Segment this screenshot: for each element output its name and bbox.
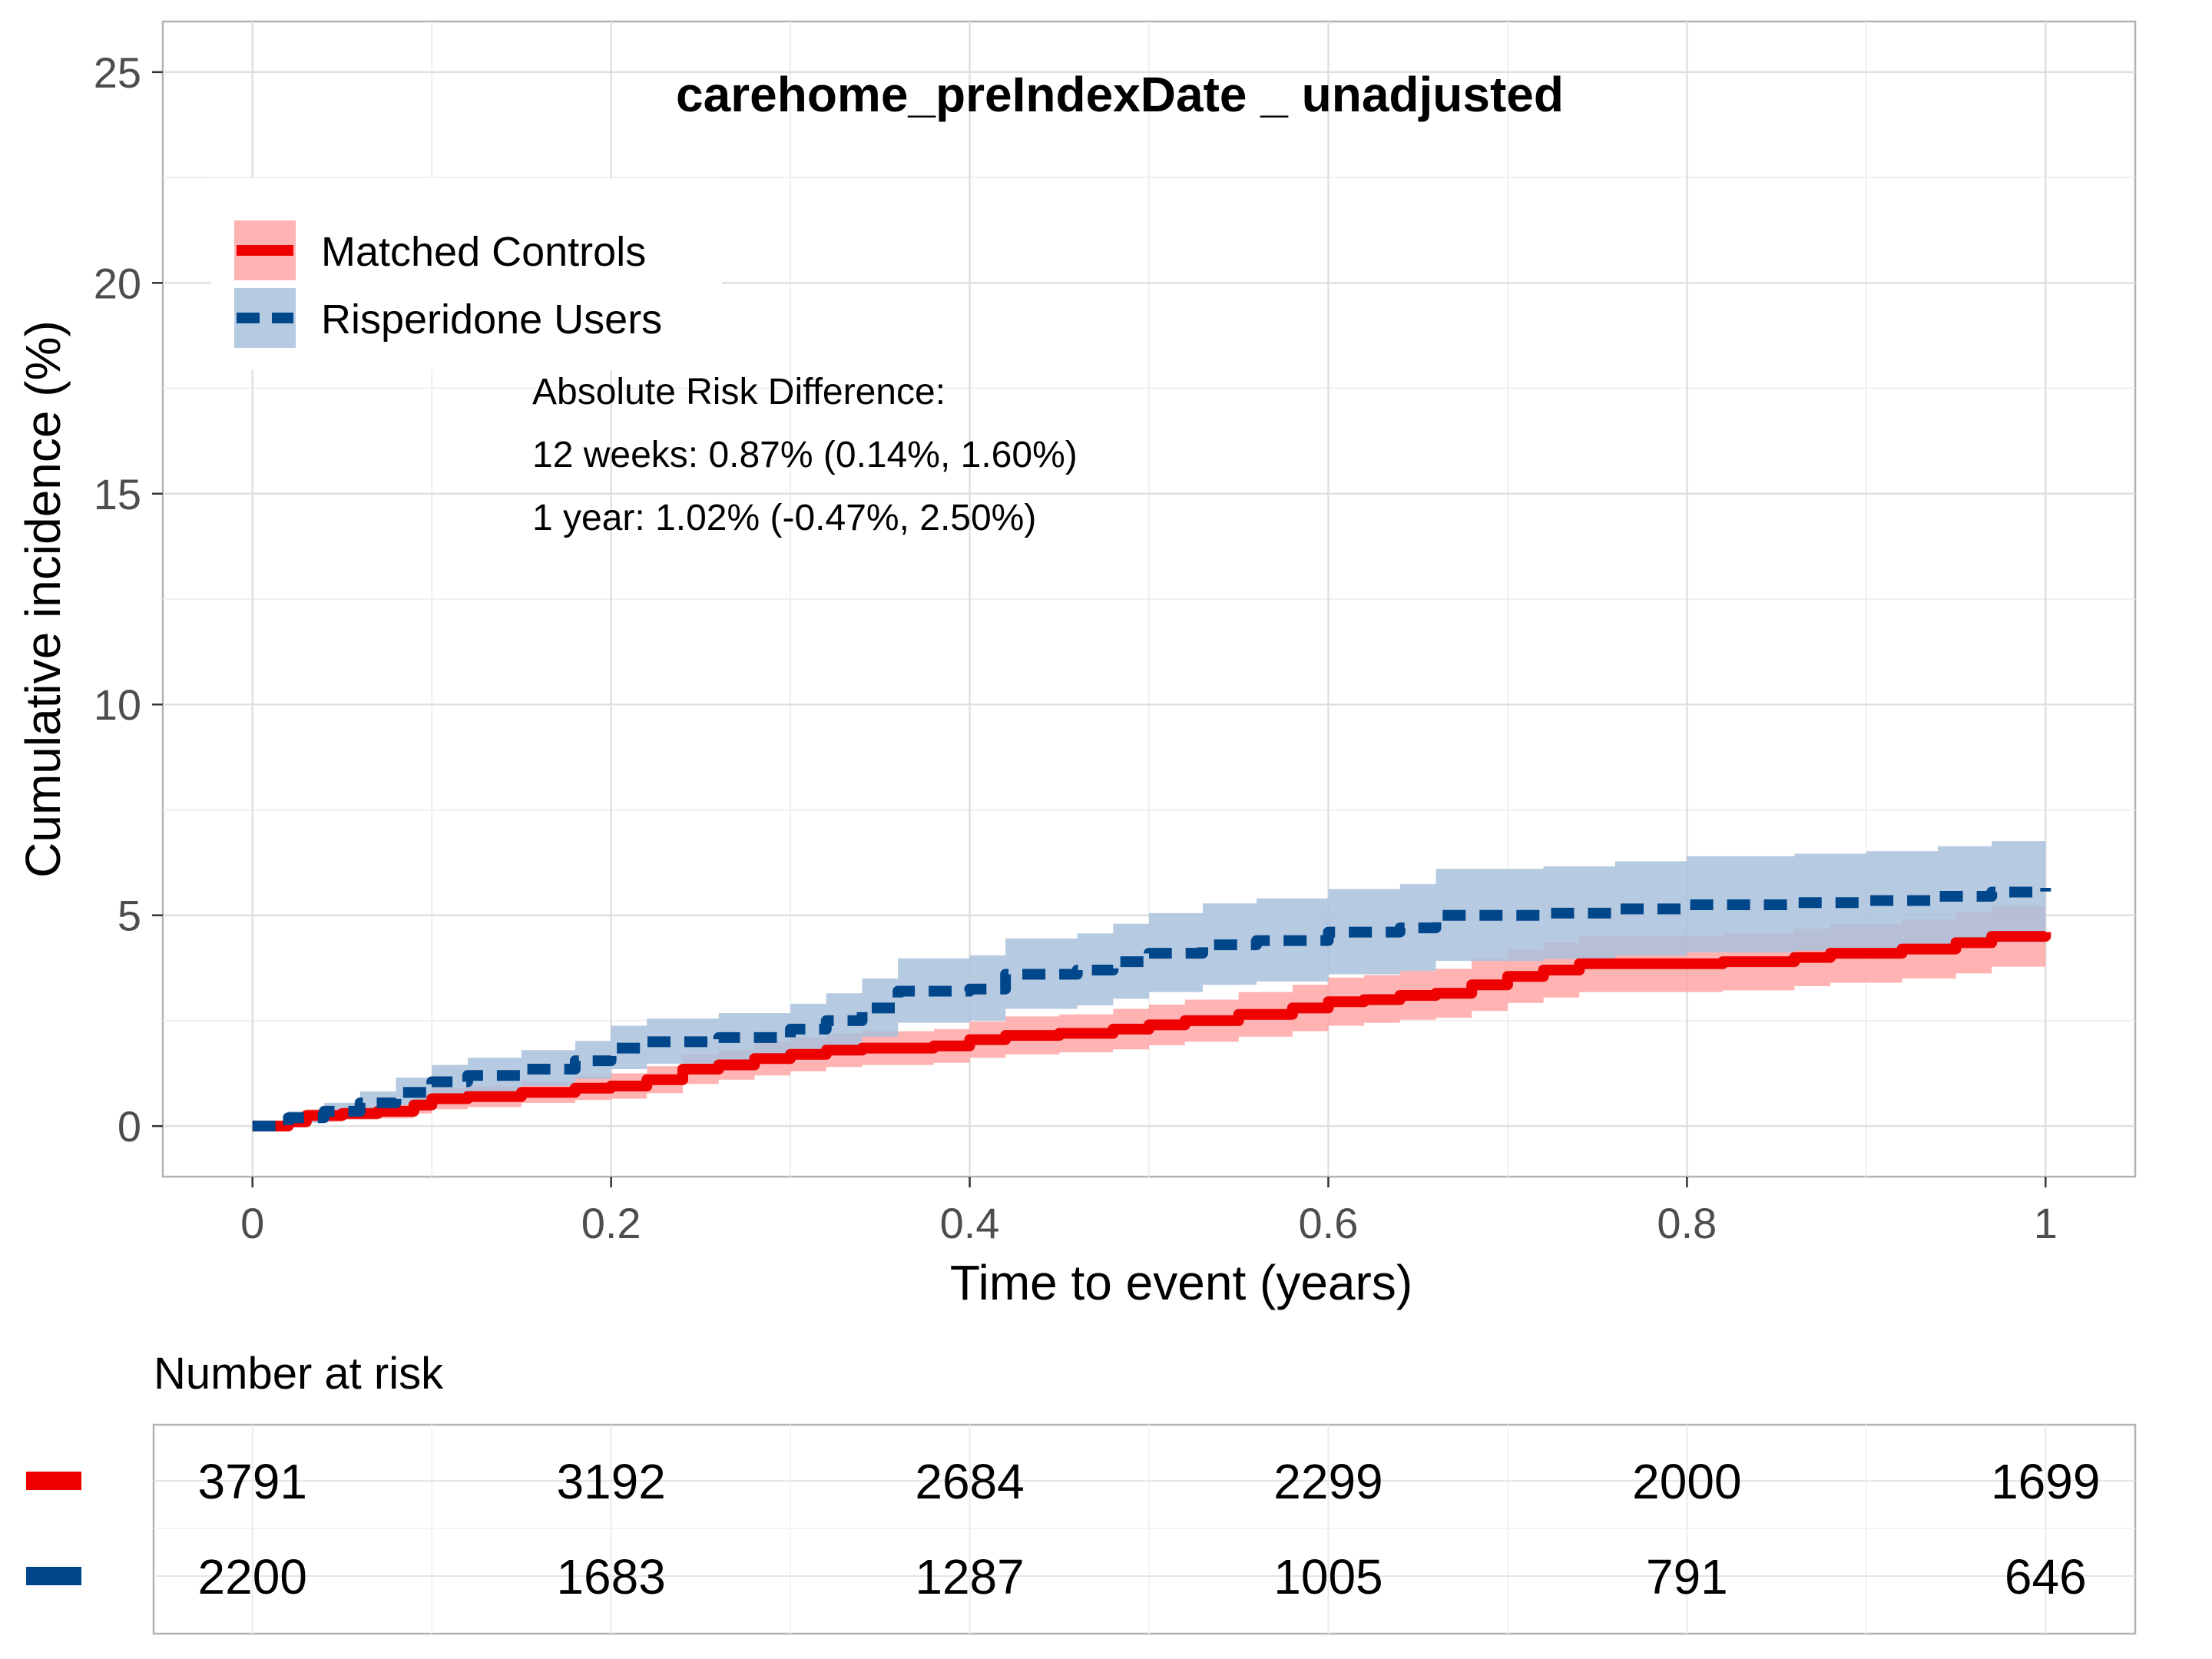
y-tick-label: 20 [94, 259, 141, 307]
legend-label: Risperidone Users [321, 296, 662, 343]
y-tick-label: 15 [94, 470, 141, 518]
y-tick-label: 0 [118, 1102, 141, 1151]
axis-ticks [152, 71, 2047, 1187]
y-tick-label: 10 [94, 680, 141, 729]
risk-cell: 2684 [915, 1454, 1024, 1509]
legend-label: Matched Controls [321, 229, 646, 275]
risk-cell: 3791 [198, 1454, 307, 1509]
risk-table-grid [154, 1425, 2135, 1634]
x-tick-label: 1 [2034, 1199, 2058, 1247]
y-tick-label: 25 [94, 48, 141, 97]
risk-cell: 1683 [556, 1549, 665, 1604]
annotation-line: Absolute Risk Difference: [532, 372, 945, 412]
risk-cell: 791 [1646, 1549, 1728, 1604]
x-axis-title: Time to event (years) [950, 1255, 1412, 1310]
y-tick-labels: 0 5 10 15 20 25 [94, 48, 141, 1151]
x-tick-label: 0 [240, 1199, 264, 1247]
y-tick-label: 5 [118, 892, 141, 940]
x-tick-label: 0.2 [581, 1199, 641, 1247]
risk-table-keys [26, 1472, 81, 1585]
risk-cell: 2299 [1273, 1454, 1382, 1509]
risk-cell: 1699 [1991, 1454, 2100, 1509]
risk-row-key [26, 1472, 81, 1490]
y-axis-title: Cumulative incidence (%) [15, 320, 71, 878]
series-line-matched-controls [252, 931, 2051, 1132]
x-tick-labels: 0 0.2 0.4 0.6 0.8 1 [240, 1199, 2058, 1247]
annotation-line: 1 year: 1.02% (-0.47%, 2.50%) [532, 498, 1036, 538]
x-tick-label: 0.6 [1299, 1199, 1359, 1247]
chart-title: carehome_preIndexDate _ unadjusted [676, 67, 1564, 122]
risk-cell: 646 [2005, 1549, 2087, 1604]
x-tick-label: 0.4 [940, 1199, 1000, 1247]
legend-background [211, 178, 722, 370]
legend: Matched Controls Risperidone Users [211, 178, 722, 370]
risk-cell: 1005 [1273, 1549, 1382, 1604]
risk-cell: 2200 [198, 1549, 307, 1604]
risk-table-title: Number at risk [154, 1349, 444, 1399]
risk-difference-annotation: Absolute Risk Difference: 12 weeks: 0.87… [532, 372, 1078, 538]
annotation-line: 12 weeks: 0.87% (0.14%, 1.60%) [532, 435, 1078, 475]
legend-item-risperidone-users: Risperidone Users [234, 288, 662, 348]
risk-cell: 3192 [556, 1454, 665, 1509]
series-lines [252, 886, 2051, 1132]
risk-table-cells: 3791 3192 2684 2299 2000 1699 2200 1683 1287 1005… [198, 1454, 2101, 1604]
x-tick-label: 0.8 [1657, 1199, 1717, 1247]
series-line-risperidone-users [252, 886, 2051, 1132]
legend-item-matched-controls: Matched Controls [234, 220, 646, 280]
risk-cell: 2000 [1632, 1454, 1741, 1509]
risk-cell: 1287 [915, 1549, 1024, 1604]
risk-row-key [26, 1567, 81, 1585]
